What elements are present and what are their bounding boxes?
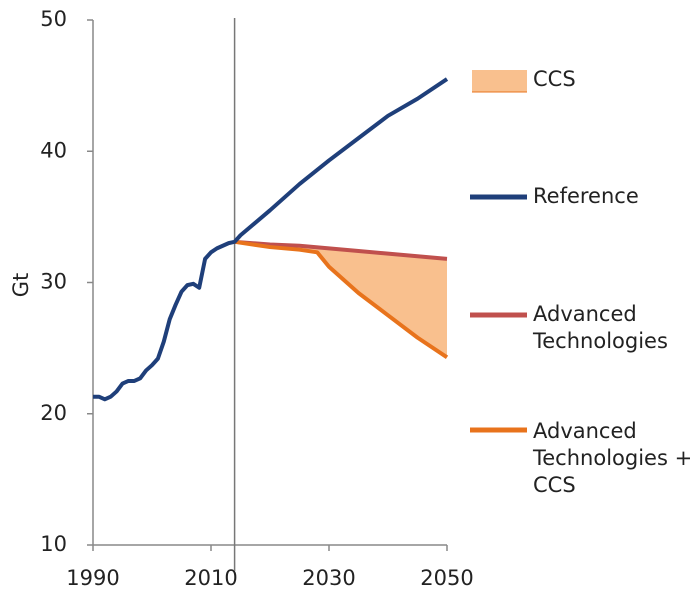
y-tick-label: 40 xyxy=(40,138,67,162)
y-axis-label: Gt xyxy=(9,273,33,298)
y-tick-label: 30 xyxy=(40,270,67,294)
legend-label: Advanced Technologies + CCS xyxy=(533,419,693,497)
legend-label: Advanced Technologies xyxy=(533,302,668,353)
y-tick-label: 20 xyxy=(40,401,67,425)
y-tick-label: 50 xyxy=(40,7,67,31)
y-tick-label: 10 xyxy=(40,532,67,556)
series-line xyxy=(234,239,449,359)
legend-label: Reference xyxy=(533,184,639,208)
series-line xyxy=(93,77,449,402)
x-tick-label: 2050 xyxy=(420,566,473,590)
x-tick-label: 2030 xyxy=(302,566,355,590)
legend-label: CCS xyxy=(533,67,576,91)
legend-swatch xyxy=(472,70,527,92)
x-tick-label: 2010 xyxy=(184,566,237,590)
series-line xyxy=(234,239,448,261)
ccs-area xyxy=(234,241,447,358)
x-tick-label: 1990 xyxy=(66,566,119,590)
